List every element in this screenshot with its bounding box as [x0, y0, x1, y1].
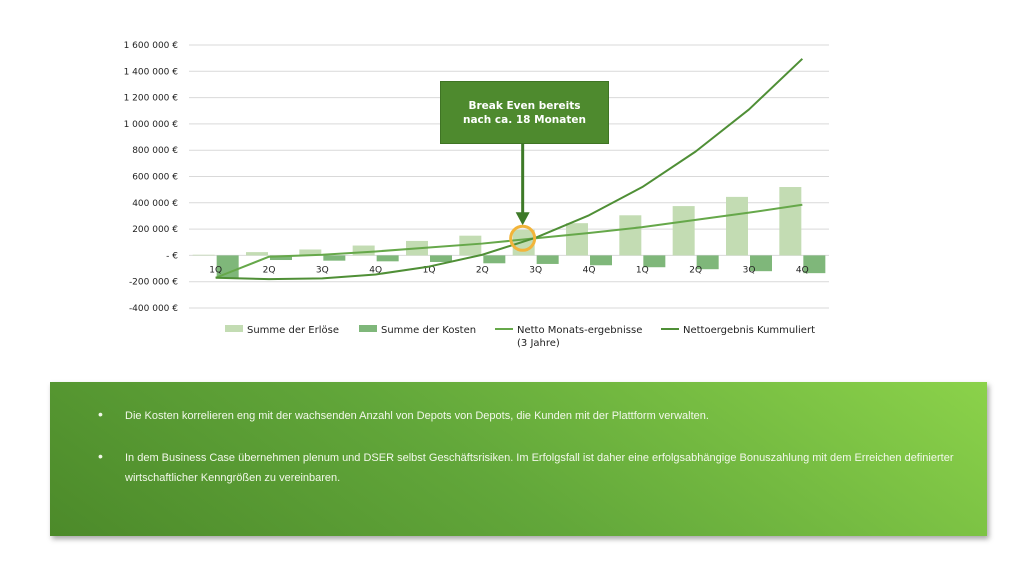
business-case-chart: -400 000 € -200 000 € - € 200 000 € 400 000 …: [124, 41, 829, 349]
x-tick-label: 4Q: [796, 265, 809, 275]
y-tick-labels: -400 000 € -200 000 € - € 200 000 € 400 000 …: [124, 41, 179, 314]
callout-line-2: nach ca. 18 Monaten: [463, 113, 586, 126]
callout-line-1: Break Even bereits: [468, 99, 581, 112]
x-tick-label: 2Q: [689, 265, 702, 275]
bar-kosten: [590, 255, 612, 266]
bar-kosten: [270, 255, 292, 261]
y-tick-label: -400 000 €: [129, 304, 178, 314]
bar-erloese: [779, 187, 802, 256]
y-tick-label: 200 000 €: [132, 225, 178, 235]
bar-erloese: [619, 215, 642, 256]
bullet-item-2: • In dem Business Case übernehmen plenum…: [98, 448, 965, 488]
x-tick-label: 3Q: [529, 265, 542, 275]
legend-swatch: [359, 325, 377, 332]
bars: [192, 187, 826, 279]
bar-kosten: [323, 255, 346, 261]
bar-erloese: [672, 206, 695, 256]
y-tick-label: 1 400 000 €: [124, 67, 179, 77]
bar-erloese: [299, 249, 322, 256]
y-tick-label: 1 600 000 €: [124, 41, 179, 51]
line-netto-monats: [215, 203, 803, 279]
x-tick-label: 1Q: [423, 265, 436, 275]
bar-kosten: [483, 255, 506, 264]
callout-arrow-head: [515, 212, 530, 226]
bar-kosten: [216, 255, 239, 279]
x-tick-label: 1Q: [636, 265, 649, 275]
y-tick-label: 1 200 000 €: [124, 94, 179, 104]
bar-erloese: [246, 252, 268, 256]
x-tick-label: 1Q: [209, 265, 222, 275]
bar-kosten: [430, 255, 452, 262]
bar-erloese: [459, 235, 482, 256]
chart-svg: -400 000 € -200 000 € - € 200 000 € 400 000 …: [124, 41, 829, 349]
bar-erloese: [726, 196, 748, 256]
x-tick-label: 2Q: [476, 265, 489, 275]
y-tick-label: - €: [166, 251, 178, 261]
bullet-dot-icon: •: [98, 406, 103, 422]
legend-label-line2: (3 Jahre): [517, 338, 560, 349]
bullet-text-2: In dem Business Case übernehmen plenum u…: [125, 452, 954, 484]
bar-kosten: [750, 255, 772, 272]
bar-kosten: [643, 255, 666, 268]
bar-kosten: [536, 255, 559, 264]
bar-erloese: [352, 245, 375, 256]
legend-label: Netto Monats-ergebnisse: [517, 325, 642, 336]
bar-kosten: [696, 255, 719, 270]
x-tick-label: 3Q: [316, 265, 329, 275]
x-tick-label: 2Q: [263, 265, 276, 275]
bar-kosten: [803, 255, 826, 274]
x-tick-label: 4Q: [583, 265, 596, 275]
y-tick-label: 400 000 €: [132, 199, 178, 209]
lines: [215, 58, 804, 281]
bullet-text-1: Die Kosten korrelieren eng mit der wachs…: [125, 410, 709, 422]
info-panel: • Die Kosten korrelieren eng mit der wac…: [50, 382, 987, 536]
legend-label: Summe der Kosten: [381, 325, 476, 336]
x-tick-label: 4Q: [369, 265, 382, 275]
bullet-item-1: • Die Kosten korrelieren eng mit der wac…: [98, 406, 965, 426]
break-even-circle: [509, 224, 537, 252]
bar-kosten: [376, 255, 399, 262]
bullet-dot-icon: •: [98, 448, 103, 464]
y-tick-label: 800 000 €: [132, 146, 178, 156]
y-tick-label: 1 000 000 €: [124, 120, 179, 130]
legend-swatch: [225, 325, 243, 332]
bar-erloese: [192, 254, 215, 256]
line-netto-kumuliert: [215, 58, 804, 281]
legend-label: Summe der Erlöse: [247, 325, 339, 336]
break-even-callout: Break Even bereits nach ca. 18 Monaten: [440, 81, 609, 144]
annotation: [509, 144, 537, 252]
legend-label: Nettoergebnis Kummuliert: [683, 325, 815, 336]
y-tick-label: -200 000 €: [129, 278, 178, 288]
bar-erloese: [566, 223, 588, 256]
y-tick-label: 600 000 €: [132, 173, 178, 183]
legend: Summe der Erlöse Summe der Kosten Netto Mo…: [225, 325, 815, 349]
x-tick-labels: 1Q 2Q 3Q 4Q 1Q 2Q 3Q 4Q 1Q 2Q 3Q 4Q: [209, 265, 808, 275]
x-tick-label: 3Q: [743, 265, 756, 275]
